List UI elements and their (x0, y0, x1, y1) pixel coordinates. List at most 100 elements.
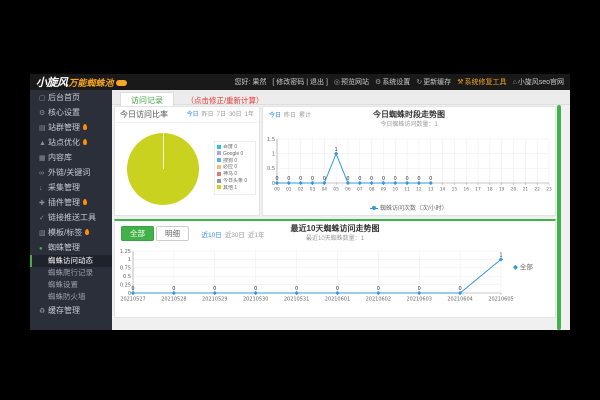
sidebar-item-site-group[interactable]: ▤ 站群管理 (30, 120, 112, 135)
hourly-legend[interactable]: 蜘蛛访问次数（次/小时） (263, 203, 555, 212)
pie-legend: 百度 0 Google 0 搜狗 0 必应 0 神马 0 今日头条 0 其他 1 (214, 141, 256, 195)
hourly-range-yesterday[interactable]: 昨日 (284, 113, 297, 119)
sidebar-subitem-spider-crawl-log[interactable]: 蜘蛛爬行记录 (48, 268, 93, 277)
daily-filter-detail-button[interactable]: 明细 (156, 226, 189, 242)
hot-flame-icon (83, 124, 87, 130)
content-scrollbar[interactable] (557, 105, 561, 330)
repair-tool-link[interactable]: ⚒系统修复工具 (457, 79, 507, 86)
sidebar-item-content-library[interactable]: ▦ 内容库 (30, 150, 112, 165)
svg-text:23: 23 (546, 187, 552, 193)
svg-text:18: 18 (487, 187, 493, 193)
svg-text:20210602: 20210602 (366, 297, 391, 303)
svg-text:0.5: 0.5 (267, 166, 275, 172)
pie-range-yesterday[interactable]: 昨日 (201, 111, 214, 118)
daily-header: 全部 明细 近10日 近30日 近1年 最近10天蜘蛛访问走势图 最近10天蜘蛛数… (115, 221, 555, 243)
pie-panel-title: 今日访问比率 (120, 109, 168, 119)
sidebar-item-cache[interactable]: ♻ 缓存管理 (30, 303, 112, 318)
sidebar-item-core-settings[interactable]: ⚙ 核心设置 (30, 105, 112, 120)
svg-text:0.5: 0.5 (123, 274, 131, 280)
daily-range-30d[interactable]: 近30日 (224, 231, 245, 239)
legend-swatch (217, 185, 221, 190)
svg-text:11: 11 (404, 187, 410, 193)
pie-legend-item: 必应 0 (217, 164, 253, 171)
pie-range-1y[interactable]: 1年 (244, 111, 254, 118)
daily-range-1y[interactable]: 近1年 (247, 231, 265, 239)
collect-icon: ↓ (39, 185, 43, 192)
sidebar-subitem-spider-settings[interactable]: 蜘蛛设置 (48, 280, 78, 289)
legend-swatch (217, 178, 221, 183)
sidebar-item-home[interactable]: ▢ 后台首页 (30, 90, 112, 105)
hourly-range-today[interactable]: 今日 (269, 113, 282, 119)
legend-swatch (217, 158, 221, 163)
wrench-icon: ⚒ (457, 79, 464, 86)
svg-text:0: 0 (394, 176, 397, 182)
pie-panel-header: 今日访问比率 今日 昨日 7日 30日 1年 (115, 107, 259, 123)
refresh-icon: ↻ (416, 79, 423, 86)
svg-text:14: 14 (440, 187, 446, 193)
sidebar-item-collect[interactable]: ↓ 采集管理 (30, 180, 112, 195)
preview-icon: ◎ (333, 79, 341, 86)
svg-text:0: 0 (295, 286, 298, 292)
hot-flame-icon (85, 229, 90, 235)
svg-text:0: 0 (459, 286, 462, 292)
svg-text:0: 0 (377, 286, 380, 292)
sidebar-item-templates[interactable]: ▧ 模板/标签 (30, 225, 112, 240)
svg-text:04: 04 (322, 187, 328, 193)
pie-range-7d[interactable]: 7日 (216, 111, 226, 118)
sidebar-item-link-push[interactable]: ✓ 链接推送工具 (30, 210, 112, 225)
svg-text:20210531: 20210531 (284, 297, 309, 303)
legend-swatch (217, 171, 221, 176)
svg-text:07: 07 (357, 187, 363, 193)
svg-text:20210605: 20210605 (488, 297, 513, 303)
pie-legend-item: 今日头条 0 (217, 178, 253, 185)
tab-visit-log[interactable]: 访问记录 (120, 92, 174, 107)
preview-site-link[interactable]: ◎预览网站 (333, 79, 370, 86)
system-settings-link[interactable]: ⚙系统设置 (375, 79, 411, 86)
official-site-link[interactable]: ⌂小旋风seo官网 (512, 79, 564, 86)
legend-swatch (217, 151, 221, 156)
daily-legend[interactable]: ◆ 全部 (513, 264, 533, 271)
app-window: 小旋风万能蜘蛛池 您好: 果然 [ 修改密码 | 退出 ] ◎预览网站 ⚙系统设… (30, 74, 570, 330)
hourly-range-total[interactable]: 累计 (299, 113, 312, 119)
home-icon: ⌂ (512, 79, 517, 86)
hot-flame-icon (83, 199, 87, 205)
svg-text:03: 03 (310, 187, 316, 193)
hourly-chart-subtitle: 今日蜘蛛访问数量：1 (380, 122, 438, 128)
daily-filter-all-button[interactable]: 全部 (121, 226, 154, 242)
logo-badge (115, 80, 127, 86)
svg-text:0: 0 (336, 286, 339, 292)
svg-text:1: 1 (499, 253, 502, 259)
svg-text:00: 00 (274, 187, 280, 193)
pie-range-today[interactable]: 今日 (186, 111, 199, 118)
logo-text-sub: 万能蜘蛛池 (68, 78, 114, 88)
tab-note[interactable]: （点击修正/重新计算） (186, 96, 264, 105)
svg-text:0: 0 (429, 176, 432, 182)
svg-text:0: 0 (311, 176, 314, 182)
pie-range-30d[interactable]: 30日 (228, 111, 242, 118)
account-links[interactable]: [ 修改密码 | 退出 ] (272, 79, 328, 86)
sidebar-item-spider[interactable]: ● 蜘蛛管理 (30, 240, 112, 255)
svg-text:13: 13 (428, 187, 434, 193)
svg-text:09: 09 (381, 187, 387, 193)
diamond-series-icon: ◆ (513, 264, 518, 271)
daily-range-10d[interactable]: 近10日 (201, 231, 222, 239)
svg-text:0: 0 (287, 176, 290, 182)
hourly-chart-title: 今日蜘蛛时段走势图 (373, 110, 445, 119)
logo-text-main: 小旋风 (36, 77, 68, 89)
sidebar-item-site-optimize[interactable]: ▲ 站点优化 (30, 135, 112, 150)
spider-icon: ● (39, 246, 43, 252)
svg-text:0: 0 (358, 176, 361, 182)
svg-text:20210603: 20210603 (406, 297, 431, 303)
sidebar-item-links-keywords[interactable]: ∞ 外链/关键词 (30, 165, 112, 180)
svg-text:20210530: 20210530 (243, 297, 268, 303)
svg-text:10: 10 (393, 187, 399, 193)
sidebar-subitem-spider-visits[interactable]: 蜘蛛访问动态 (30, 255, 112, 267)
svg-text:15: 15 (452, 187, 458, 193)
daily-range-links: 近10日 近30日 近1年 (201, 229, 264, 239)
sidebar-subitem-spider-firewall[interactable]: 蜘蛛防火墙 (48, 292, 86, 301)
sidebar-item-plugins[interactable]: ✚ 插件管理 (30, 195, 112, 210)
refresh-cache-link[interactable]: ↻更新缓存 (416, 79, 452, 86)
app-logo: 小旋风万能蜘蛛池 (36, 74, 127, 91)
svg-text:0: 0 (172, 286, 175, 292)
